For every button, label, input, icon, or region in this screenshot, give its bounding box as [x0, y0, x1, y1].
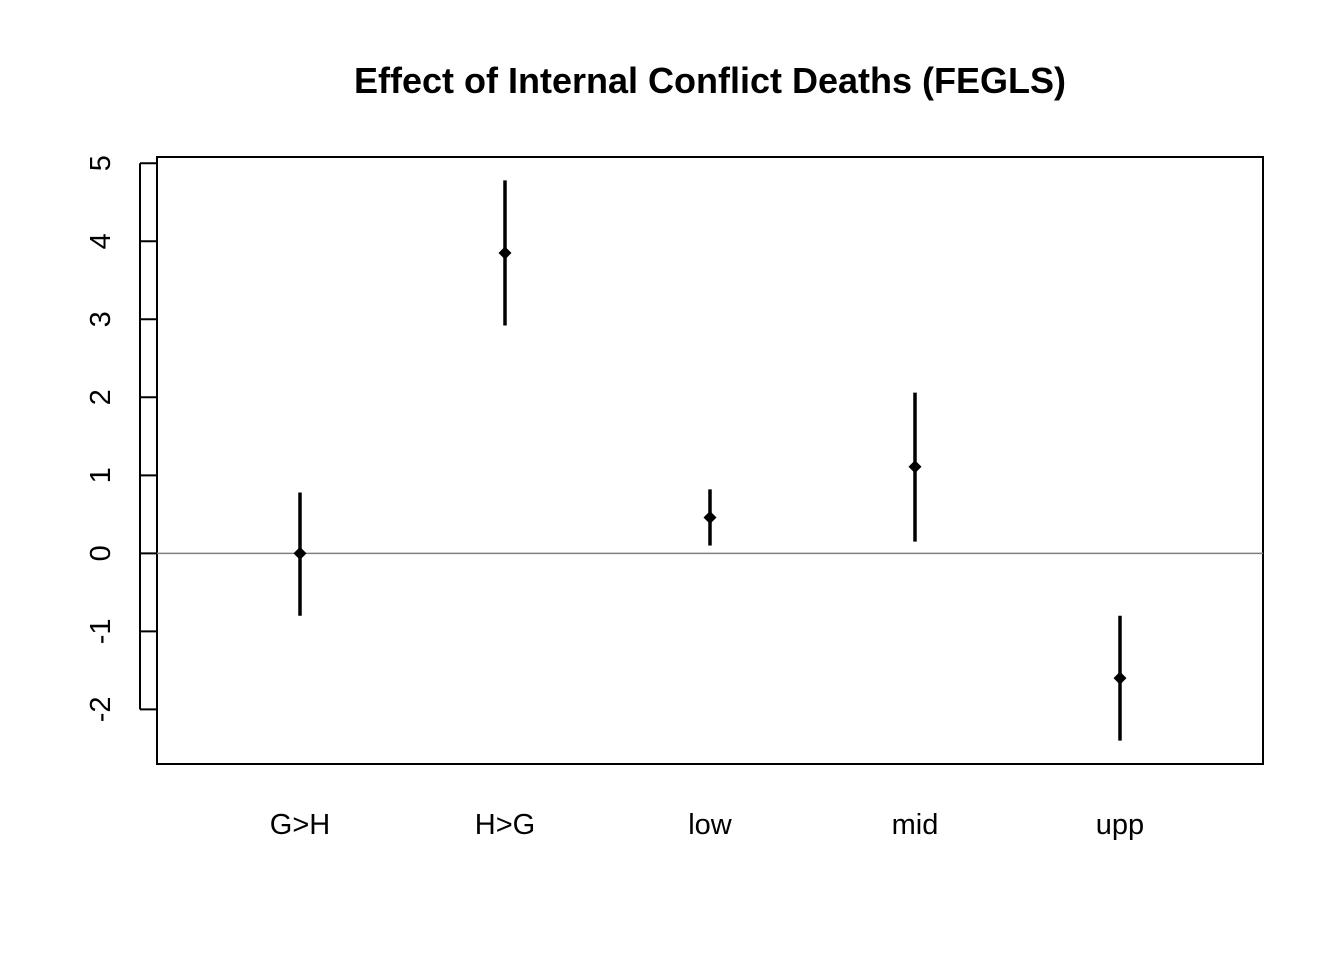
point-estimate: [703, 510, 717, 524]
y-tick-label: 4: [85, 233, 117, 249]
y-tick-label: 0: [85, 545, 117, 561]
plot-frame: [156, 156, 1264, 765]
y-tick-label: 2: [85, 389, 117, 405]
x-axis: G>H H>G low mid upp: [270, 809, 1144, 841]
point-estimate: [293, 546, 307, 560]
y-tick-label: -1: [85, 618, 117, 644]
x-tick-label: low: [688, 809, 733, 841]
x-tick-label: H>G: [475, 809, 535, 841]
point-estimate: [498, 246, 512, 260]
x-tick-label: mid: [892, 809, 939, 841]
error-bar-marks: [293, 180, 1127, 741]
y-axis: -2 -1 0 1 2 3 4 5: [85, 155, 157, 722]
y-tick-label: -2: [85, 696, 117, 722]
x-tick-label: G>H: [270, 809, 330, 841]
point-estimate: [908, 460, 922, 474]
x-tick-label: upp: [1096, 809, 1144, 841]
chart-title: Effect of Internal Conflict Deaths (FEGL…: [354, 60, 1066, 101]
y-tick-label: 1: [85, 467, 117, 483]
y-tick-label: 5: [85, 155, 117, 171]
y-tick-label: 3: [85, 311, 117, 327]
point-estimate: [1113, 671, 1127, 685]
